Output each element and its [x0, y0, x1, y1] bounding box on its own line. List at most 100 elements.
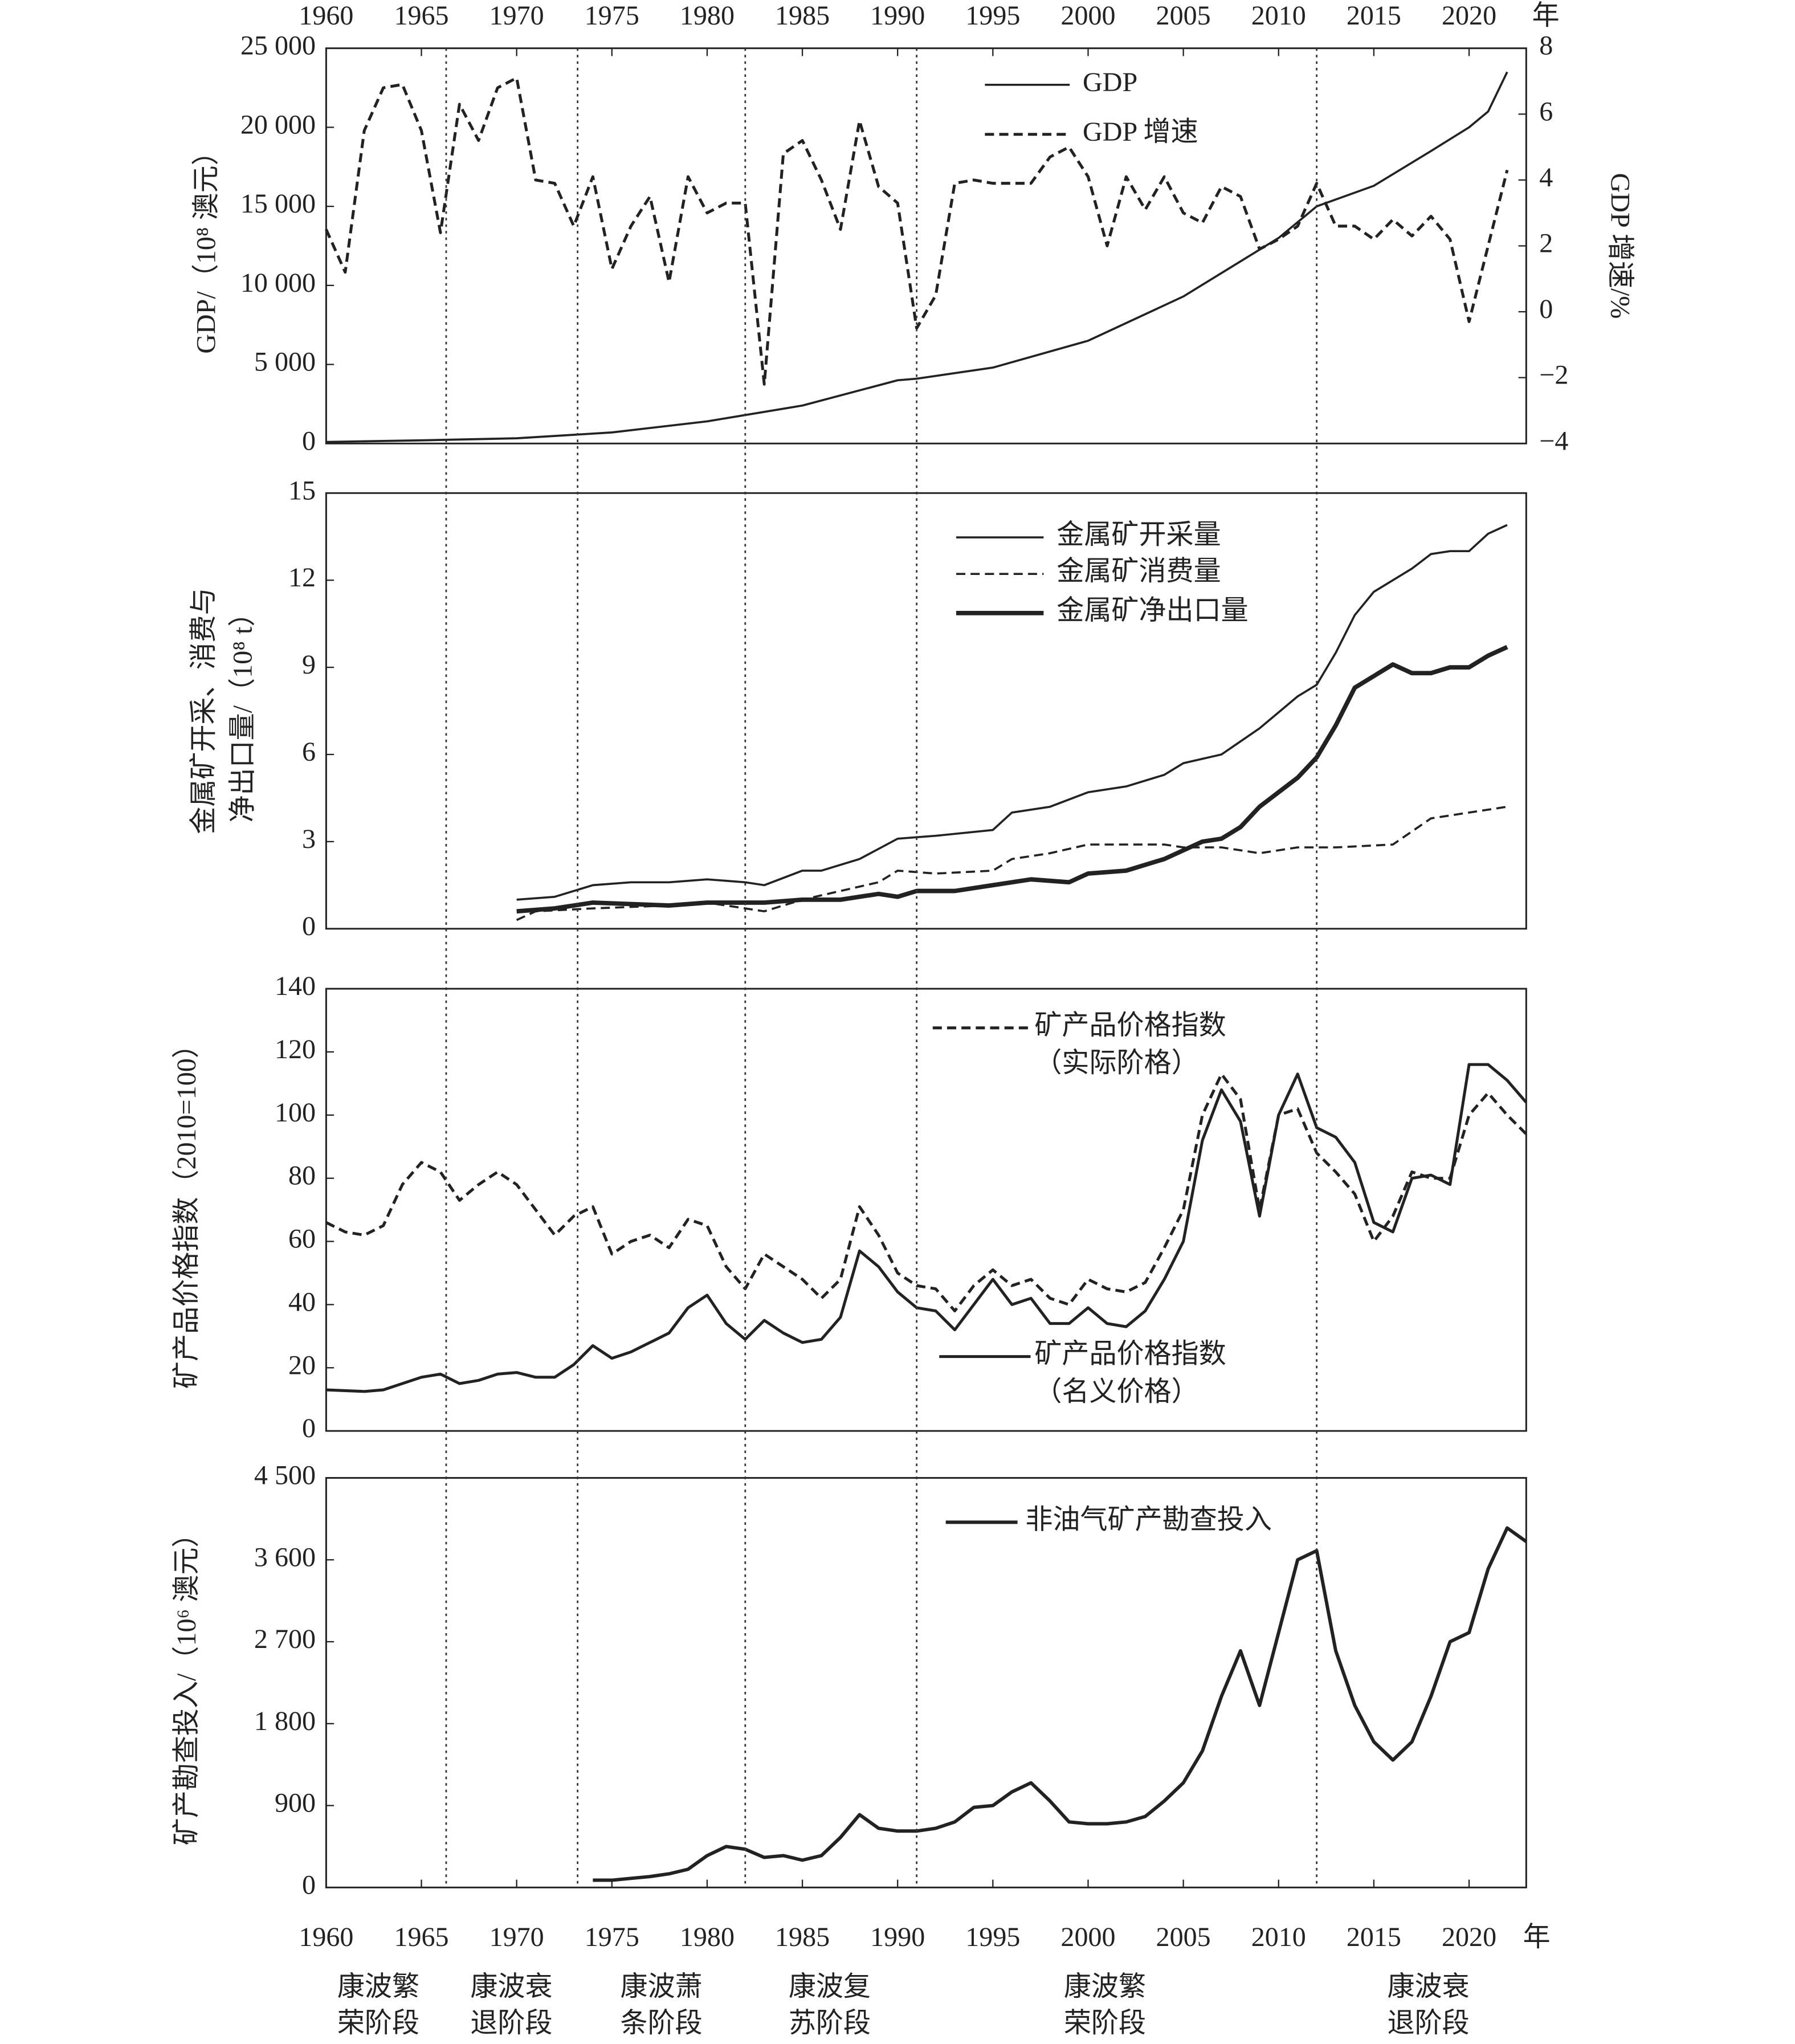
y-tick-label: 80: [288, 1161, 316, 1191]
legend-label: （名义价格）: [1034, 1377, 1198, 1407]
y-axis-label: 矿产勘查投入/（10⁶ 澳元）: [172, 1520, 202, 1846]
y2-tick-label: 6: [1539, 96, 1553, 127]
y-tick-label: 6: [302, 737, 316, 767]
data-line: [516, 524, 1508, 901]
y-axis-label: GDP/（10⁸ 澳元）: [191, 138, 221, 354]
y-tick-label: 900: [275, 1788, 316, 1818]
y-tick-label: 20: [288, 1350, 316, 1380]
x-tick-label: 2015: [1347, 1, 1401, 31]
y2-tick-label: −4: [1539, 426, 1568, 456]
x-tick-label: 1970: [489, 1, 544, 31]
y-axis-label: 净出口量/（10⁸ t）: [227, 599, 258, 823]
x-tick-label: 1970: [489, 1922, 544, 1952]
y2-tick-label: 4: [1539, 162, 1553, 193]
x-tick-label: 2010: [1251, 1922, 1306, 1952]
phase-label: 条阶段: [621, 2008, 703, 2038]
y-tick-label: 0: [302, 911, 316, 941]
x-tick-label: 2005: [1156, 1, 1211, 31]
x-tick-label: 2010: [1251, 1, 1306, 31]
x-tick-label: 1975: [585, 1, 639, 31]
x-tick-label: 2000: [1060, 1, 1115, 31]
phase-label: 康波繁: [1064, 1972, 1146, 2002]
legend-label: 非油气矿产勘查投入: [1025, 1504, 1272, 1535]
x-tick-label: 2015: [1347, 1922, 1401, 1952]
x-tick-label: 1960: [299, 1, 353, 31]
x-unit: 年: [1532, 1, 1560, 31]
y-tick-label: 25 000: [240, 31, 316, 61]
x-tick-label: 1965: [394, 1922, 448, 1952]
data-line: [326, 1063, 1528, 1393]
data-line: [516, 805, 1508, 921]
y-tick-label: 15: [288, 475, 316, 505]
plot-frame: [325, 988, 1527, 1432]
x-tick-label: 2020: [1442, 1, 1496, 31]
y-tick-label: 140: [275, 971, 316, 1001]
legend-label: GDP: [1083, 67, 1137, 97]
y-tick-label: 9: [302, 650, 316, 680]
x-tick-label: 2005: [1156, 1922, 1211, 1952]
y-tick-label: 60: [288, 1224, 316, 1254]
phase-label: 康波衰: [1388, 1972, 1470, 2002]
y-tick-label: 4 500: [254, 1460, 316, 1491]
phase-label: 荣阶段: [1064, 2008, 1146, 2038]
plot-frame: [325, 492, 1527, 930]
x-tick-label: 1965: [394, 1, 448, 31]
phase-label: 康波繁: [337, 1972, 419, 2002]
x-tick-label: 1980: [680, 1922, 735, 1952]
phase-label: 康波萧: [621, 1972, 703, 2002]
plot-frame: [325, 47, 1527, 444]
phase-label: 苏阶段: [789, 2008, 871, 2038]
legend-label: 金属矿开采量: [1056, 520, 1221, 550]
data-line: [325, 1072, 1528, 1313]
x-tick-label: 1990: [870, 1, 925, 31]
y-tick-label: 0: [302, 426, 316, 456]
x-tick-label: 1990: [870, 1922, 925, 1952]
y-tick-label: 1 800: [254, 1706, 316, 1736]
phase-label: 荣阶段: [337, 2008, 419, 2038]
y-tick-label: 100: [275, 1098, 316, 1128]
legend-label: GDP 增速: [1083, 117, 1198, 147]
x-tick-label: 1960: [299, 1922, 353, 1952]
y-tick-label: 5 000: [254, 347, 316, 377]
y-tick-label: 0: [302, 1413, 316, 1443]
y-tick-label: 3 600: [254, 1542, 316, 1572]
y2-tick-label: 8: [1539, 31, 1553, 61]
data-line: [593, 1526, 1528, 1882]
legend-label: 矿产品价格指数: [1034, 1339, 1226, 1369]
data-line: [516, 644, 1508, 914]
y-tick-label: 0: [302, 1870, 316, 1900]
y-tick-label: 3: [302, 824, 316, 854]
plot-frame: [325, 1477, 1527, 1888]
x-tick-label: 1985: [775, 1922, 830, 1952]
y-tick-label: 15 000: [240, 189, 316, 219]
y-tick-label: 2 700: [254, 1624, 316, 1654]
data-line: [326, 71, 1508, 443]
phase-label: 康波复: [789, 1972, 871, 2002]
x-tick-label: 1995: [965, 1, 1020, 31]
legend-label: （实际阶格）: [1034, 1048, 1198, 1078]
y-tick-label: 12: [288, 562, 316, 593]
y-axis-label: 矿产品价格指数（2010=100）: [172, 1031, 202, 1389]
x-tick-label: 1980: [680, 1, 735, 31]
phase-label: 康波衰: [470, 1972, 552, 2002]
x-tick-label: 1975: [585, 1922, 639, 1952]
data-line: [325, 76, 1509, 386]
legend-label: 金属矿消费量: [1056, 556, 1221, 586]
x-tick-label: 1985: [775, 1, 830, 31]
phase-label: 退阶段: [470, 2008, 552, 2038]
y2-axis-label: GDP 增速/%: [1605, 173, 1635, 319]
y-axis-label: 金属矿开采、消费与: [189, 588, 219, 834]
x-tick-label: 2020: [1442, 1922, 1496, 1952]
x-unit: 年: [1523, 1922, 1551, 1952]
y-tick-label: 20 000: [240, 109, 316, 140]
y-tick-label: 120: [275, 1034, 316, 1064]
y2-tick-label: −2: [1539, 360, 1568, 390]
phase-label: 退阶段: [1388, 2008, 1470, 2038]
y-tick-label: 40: [288, 1287, 316, 1317]
y-tick-label: 10 000: [240, 268, 316, 298]
x-tick-label: 2000: [1060, 1922, 1115, 1952]
x-tick-label: 1995: [965, 1922, 1020, 1952]
y2-tick-label: 0: [1539, 294, 1553, 324]
y2-tick-label: 2: [1539, 229, 1553, 259]
